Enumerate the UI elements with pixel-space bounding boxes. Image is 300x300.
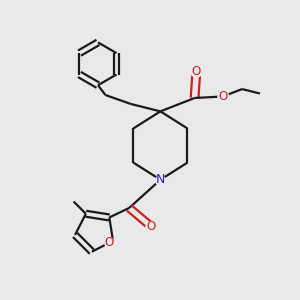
Text: O: O xyxy=(105,236,114,249)
Text: O: O xyxy=(218,90,227,103)
Text: O: O xyxy=(191,65,201,78)
Text: O: O xyxy=(147,220,156,233)
Text: N: N xyxy=(156,173,165,186)
